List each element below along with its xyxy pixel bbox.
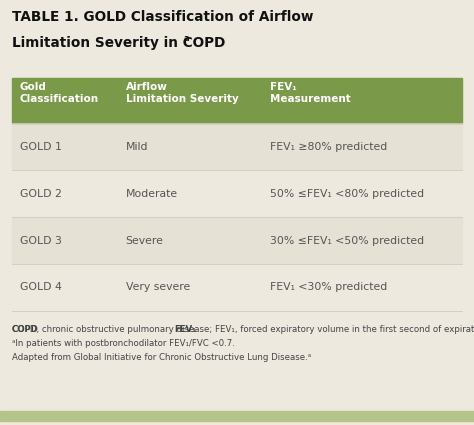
Text: Airflow
Limitation Severity: Airflow Limitation Severity <box>126 82 238 104</box>
Text: Very severe: Very severe <box>126 283 190 292</box>
Bar <box>12 217 462 264</box>
Text: FEV₁ <30% predicted: FEV₁ <30% predicted <box>270 283 387 292</box>
Text: GOLD 4: GOLD 4 <box>20 283 62 292</box>
Text: a: a <box>184 34 190 43</box>
Text: Moderate: Moderate <box>126 189 178 198</box>
Text: Limitation Severity in COPD: Limitation Severity in COPD <box>12 36 225 50</box>
Text: Severe: Severe <box>126 235 164 246</box>
Text: FEV₁: FEV₁ <box>174 325 196 334</box>
Text: Gold
Classification: Gold Classification <box>20 82 99 104</box>
Bar <box>12 123 462 170</box>
Bar <box>12 264 462 311</box>
Text: FEV₁
Measurement: FEV₁ Measurement <box>270 82 350 104</box>
Bar <box>12 170 462 217</box>
Bar <box>12 78 462 123</box>
Text: GOLD 3: GOLD 3 <box>20 235 62 246</box>
Text: Adapted from Global Initiative for Chronic Obstructive Lung Disease.ᵃ: Adapted from Global Initiative for Chron… <box>12 353 311 362</box>
Text: GOLD 1: GOLD 1 <box>20 142 62 151</box>
Text: GOLD 2: GOLD 2 <box>20 189 62 198</box>
Text: ᵃIn patients with postbronchodilator FEV₁/FVC <0.7.: ᵃIn patients with postbronchodilator FEV… <box>12 339 235 348</box>
Text: FEV₁ ≥80% predicted: FEV₁ ≥80% predicted <box>270 142 387 151</box>
Text: 50% ≤FEV₁ <80% predicted: 50% ≤FEV₁ <80% predicted <box>270 189 424 198</box>
Text: TABLE 1. GOLD Classification of Airflow: TABLE 1. GOLD Classification of Airflow <box>12 10 313 24</box>
Bar <box>0 411 474 421</box>
Text: COPD, chronic obstructive pulmonary disease; FEV₁, forced expiratory volume in t: COPD, chronic obstructive pulmonary dise… <box>12 325 474 334</box>
Text: 30% ≤FEV₁ <50% predicted: 30% ≤FEV₁ <50% predicted <box>270 235 424 246</box>
Text: Mild: Mild <box>126 142 148 151</box>
Text: COPD: COPD <box>12 325 39 334</box>
